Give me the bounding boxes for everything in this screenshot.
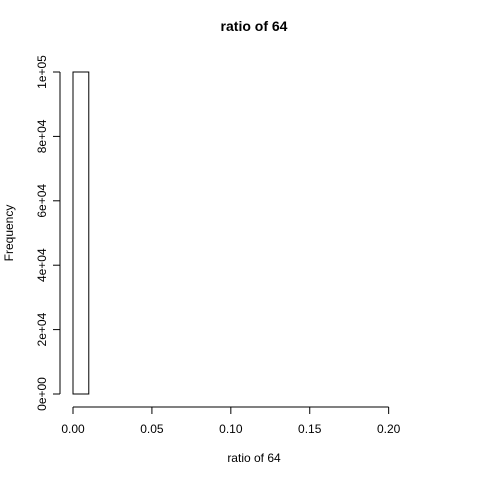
x-tick-label: 0.15 <box>298 422 322 436</box>
chart-title: ratio of 64 <box>221 18 288 34</box>
x-tick-label: 0.10 <box>219 422 243 436</box>
x-tick-label: 0.05 <box>140 422 164 436</box>
y-tick-label: 4e+04 <box>35 248 49 282</box>
y-tick-label: 6e+04 <box>35 184 49 218</box>
x-axis-label: ratio of 64 <box>227 451 281 465</box>
x-tick-label: 0.00 <box>61 422 85 436</box>
y-tick-label: 8e+04 <box>35 119 49 153</box>
y-tick-label: 2e+04 <box>35 312 49 346</box>
x-tick-label: 0.20 <box>377 422 401 436</box>
y-tick-label: 1e+05 <box>35 55 49 89</box>
y-axis-label: Frequency <box>2 205 16 262</box>
bar <box>72 71 90 395</box>
y-tick-label: 0e+00 <box>35 377 49 411</box>
